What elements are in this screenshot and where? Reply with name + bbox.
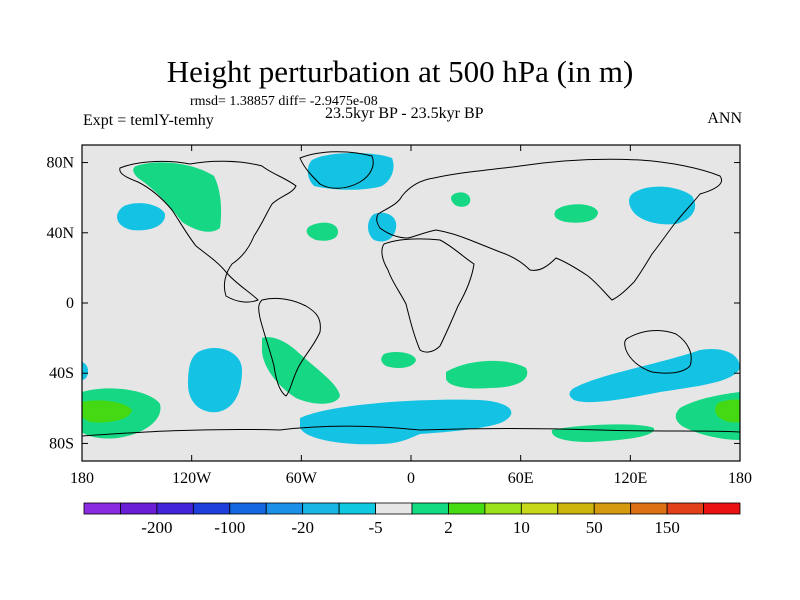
lon-label: 60W [286,470,318,487]
colorbar-swatch [411,502,449,515]
colorbar-swatch [302,502,340,515]
positive-anomaly-region [554,204,598,223]
plot-title: Height perturbation at 500 hPa (in m) [166,54,634,89]
colorbar-swatch [557,502,595,515]
lon-label: 180 [70,470,94,487]
coastline-greenland [299,151,374,189]
lon-label: 60E [508,470,534,487]
colorbar-swatch [375,502,413,515]
colorbar-swatch [338,502,376,515]
negative-anomaly-region [300,399,512,445]
colorbar-swatch [703,502,741,515]
negative-anomaly-region [368,212,397,242]
lon-label: 180 [728,470,752,487]
negative-anomaly-region [117,203,166,231]
axis-ticks: 80N 40N 0 40S 80S 180 120W 60W 0 60E 120E 180 [46,145,752,487]
period-subtitle: 23.5kyr BP - 23.5kyr BP [325,105,484,122]
positive-anomaly-region [551,424,655,442]
negative-anomaly-region [629,186,696,225]
colorbar-swatch [156,502,194,515]
positive-anomaly-region [82,400,132,423]
negative-anomaly-region [569,348,740,403]
colorbar-swatch [630,502,668,515]
coastline-eurasia [376,158,722,301]
coastline-north-america [119,160,297,303]
coastline-antarctica [82,425,740,437]
positive-anomaly-region [446,360,528,389]
negative-anomaly-region [307,153,394,190]
lat-label: 40N [46,225,74,242]
colorbar-label: 50 [586,518,603,537]
lat-label: 80N [46,155,74,172]
colorbar-label: 2 [444,518,453,537]
lat-label: 0 [66,295,74,312]
colorbar-swatch [120,502,158,515]
colorbar-label: 150 [654,518,680,537]
colorbar-swatch [666,502,704,515]
colorbar-swatch [192,502,231,515]
positive-anomaly-region [262,337,340,404]
positive-anomaly-region [381,352,416,368]
colorbar-swatch [83,502,121,515]
positive-anomaly-region [451,192,471,207]
coastline-africa [381,238,475,353]
lon-label: 120E [613,470,647,487]
colorbar-swatch [265,502,304,515]
statistics-line: rmsd= 1.38857 diff= -2.9475e-08 [190,94,378,109]
coastline-south-america [258,297,321,397]
lat-label: 40S [49,365,74,382]
positive-anomaly-region [133,162,222,232]
positive-anomaly-region [715,399,740,423]
anomaly-contours [82,153,740,445]
coastlines [82,151,740,437]
colorbar-label: -20 [291,518,314,537]
lon-label: 0 [407,470,415,487]
lon-label: 120W [172,470,212,487]
colorbar-swatch [520,502,559,515]
colorbar-swatch [448,502,486,515]
colorbar: -200 -100 -20 -5 2 10 50 150 [83,502,741,537]
negative-anomaly-region [82,362,89,380]
negative-anomaly-region [188,348,242,413]
coastline-australia [624,330,692,374]
colorbar-label: -100 [214,518,245,537]
colorbar-swatch [484,502,522,515]
colorbar-swatch [593,502,632,515]
positive-anomaly-region [306,222,338,241]
colorbar-label: 10 [513,518,530,537]
lat-label: 80S [49,435,74,452]
colorbar-swatch [229,502,267,515]
colorbar-label: -200 [141,518,172,537]
colorbar-label: -5 [368,518,382,537]
experiment-label: Expt = temlY-temhy [83,112,214,129]
season-label: ANN [707,110,742,127]
